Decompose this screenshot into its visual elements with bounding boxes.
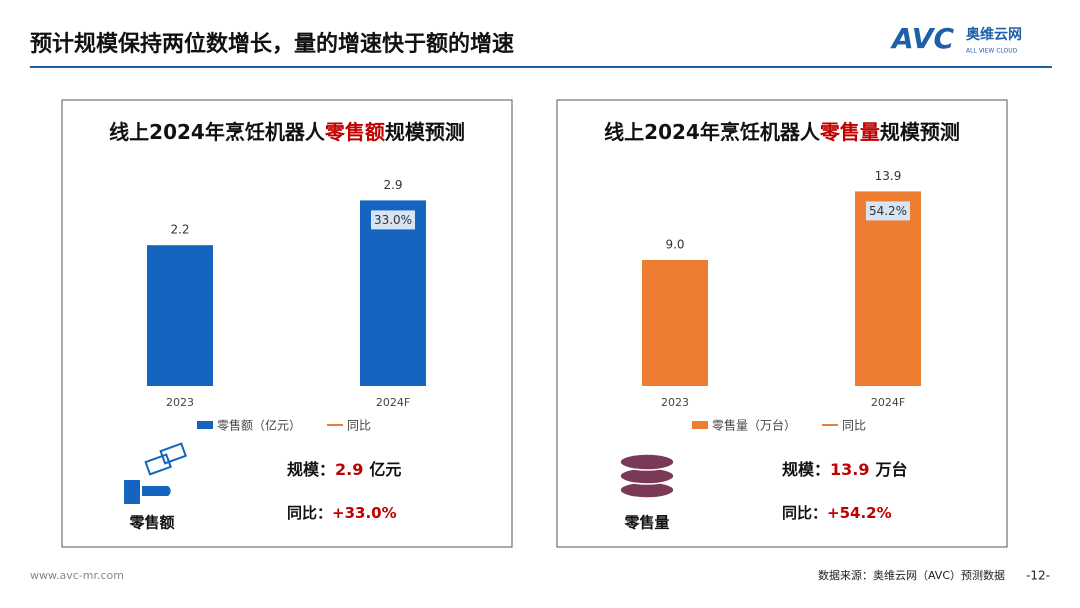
title-part: 零售量 [819, 120, 880, 144]
icon-label: 零售额 [128, 514, 174, 532]
data-label: 13.9 [875, 169, 902, 183]
icon-part [159, 442, 188, 465]
logo-cn: 奥维云网 [966, 26, 1022, 43]
logo: AVC [890, 22, 954, 55]
stat-value: 2.9 [335, 460, 363, 479]
x-tick-label: 2023 [661, 396, 689, 409]
chart-title: 线上2024年烹饪机器人零售量规模预测 [604, 120, 960, 144]
stat-label: 规模： [782, 460, 830, 479]
legend-swatch [692, 421, 708, 429]
legend-label: 同比 [842, 419, 866, 433]
stat-label: 同比： [287, 504, 332, 522]
bar [642, 260, 708, 386]
data-label: 2.9 [383, 178, 402, 192]
legend-swatch [197, 421, 213, 429]
growth-label-box [866, 201, 910, 221]
data-label: 2.2 [170, 223, 189, 237]
icon-part [144, 453, 173, 476]
icon-label: 零售量 [623, 514, 669, 532]
stat-yoy: 同比：+54.2% [782, 504, 892, 522]
x-tick-label: 2023 [166, 396, 194, 409]
stat-value: +33.0% [332, 504, 397, 522]
stat-value: +54.2% [827, 504, 892, 522]
stat-yoy: 同比：+33.0% [287, 504, 397, 522]
title-part: 线上2024年烹饪机器人 [109, 120, 326, 144]
logo-en: ALL VIEW CLOUD [966, 48, 1018, 55]
title-part: 规模预测 [385, 120, 465, 144]
icon-part [619, 453, 675, 471]
icon [619, 453, 675, 499]
footer-url: www.avc-mr.com [30, 569, 124, 582]
growth-label-box [371, 210, 415, 230]
stat-scale: 规模：2.9 亿元 [287, 460, 401, 479]
data-label: 9.0 [665, 238, 684, 252]
icon [124, 442, 188, 504]
panel [61, 99, 513, 548]
title-part: 零售额 [324, 120, 385, 144]
title-part: 线上2024年烹饪机器人 [604, 120, 821, 144]
stat-label: 规模： [287, 460, 335, 479]
legend-label: 零售额（亿元） [217, 418, 301, 433]
growth-label: 33.0% [374, 213, 412, 227]
growth-label: 54.2% [869, 204, 907, 218]
legend-label: 同比 [347, 419, 371, 433]
legend-label: 零售量（万台） [712, 418, 796, 433]
panel [556, 99, 1008, 548]
x-tick-label: 2024F [871, 396, 905, 409]
stat-unit: 万台 [875, 460, 908, 479]
page-number: -12- [1026, 569, 1050, 583]
stat-scale: 规模：13.9 万台 [782, 460, 908, 479]
icon-part [124, 480, 140, 504]
chart-title: 线上2024年烹饪机器人零售额规模预测 [109, 120, 465, 144]
title-part: 规模预测 [880, 120, 960, 144]
bar [147, 245, 213, 386]
icon-part [142, 486, 171, 496]
slide-title: 预计规模保持两位数增长，量的增速快于额的增速 [30, 31, 514, 57]
stat-label: 同比： [782, 504, 827, 522]
bar [360, 200, 426, 386]
x-tick-label: 2024F [376, 396, 410, 409]
bar [855, 191, 921, 386]
stat-unit: 亿元 [369, 460, 401, 479]
stat-value: 13.9 [830, 460, 869, 479]
footer-source: 数据来源：奥维云网（AVC）预测数据 [818, 568, 1005, 582]
